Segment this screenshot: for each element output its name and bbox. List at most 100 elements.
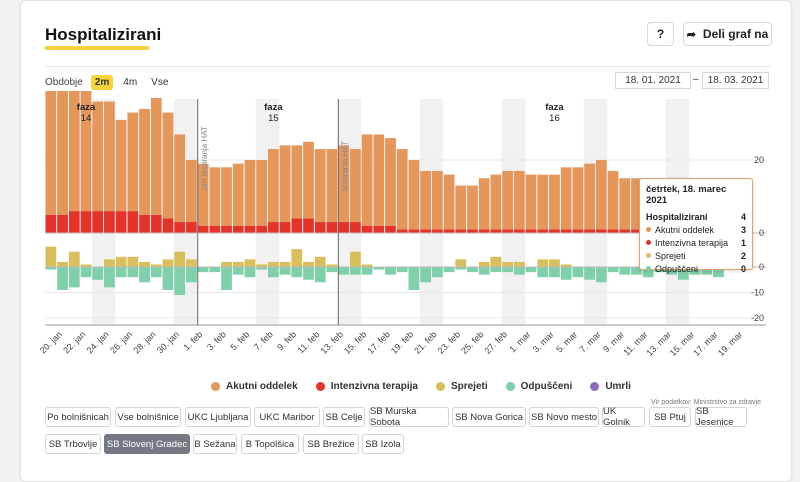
chart-legend: Akutni oddelek Intenzivna terapija Sprej… [211, 381, 649, 392]
filter-button[interactable]: SB Jesenice [695, 406, 747, 428]
filter-button[interactable]: SB Celje [323, 407, 365, 427]
date-from-input[interactable]: 18. 01. 2021 [615, 72, 691, 89]
filter-button[interactable]: SB Izola [362, 434, 404, 454]
tooltip-row-icu: Intenzivna terapija 1 [646, 236, 746, 249]
bar-odpuščeni [174, 267, 186, 296]
bar-akutni-oddelek [244, 160, 256, 226]
legend-item-admitted[interactable]: Sprejeti [435, 381, 488, 392]
bar-akutni-oddelek [537, 174, 549, 230]
bar-intenzivna-terapija [186, 222, 197, 233]
bar-odpuščeni [666, 267, 677, 275]
legend-swatch [435, 382, 445, 391]
bar-akutni-oddelek [560, 167, 572, 230]
bar-akutni-oddelek [303, 141, 314, 219]
bar-odpuščeni [420, 267, 432, 283]
x-tick-label: 30. jan [155, 329, 181, 355]
title-underline [45, 46, 149, 50]
filter-button[interactable]: Po bolnišnicah [45, 407, 111, 427]
legend-item-acute[interactable]: Akutni oddelek [211, 381, 298, 392]
bar-sprejeti [68, 251, 80, 267]
discharged-dot [646, 266, 651, 271]
bar-odpuščeni [314, 267, 326, 283]
bar-intenzivna-terapija [92, 211, 104, 233]
x-tick-label: 22. jan [61, 329, 87, 355]
bar-odpuščeni [443, 267, 455, 273]
bar-odpuščeni [267, 267, 279, 278]
filter-button[interactable]: SB Slovenj Gradec [104, 434, 190, 454]
bar-akutni-oddelek [104, 101, 115, 212]
legend-item-discharged[interactable]: Odpuščeni [505, 381, 572, 392]
bar-akutni-oddelek [267, 149, 279, 223]
x-tick-label: 24. jan [85, 329, 111, 355]
bar-akutni-oddelek [525, 174, 537, 230]
bar-akutni-oddelek [338, 145, 350, 223]
bar-intenzivna-terapija [607, 229, 619, 233]
bar-akutni-oddelek [584, 163, 595, 230]
bar-akutni-oddelek [607, 170, 619, 230]
bar-sprejeti [326, 264, 338, 267]
date-to-input[interactable]: 18. 03. 2021 [702, 72, 769, 89]
marker-label: zim testiranja HAT [200, 126, 209, 191]
bar-intenzivna-terapija [139, 214, 150, 233]
bar-odpuščeni [186, 267, 197, 283]
bar-intenzivna-terapija [525, 229, 537, 233]
period-2m-button[interactable]: 2m [90, 74, 114, 90]
legend-item-deceased[interactable]: Umrli [590, 381, 631, 392]
filter-button[interactable]: SB Ptuj [649, 407, 691, 427]
bar-akutni-oddelek [361, 134, 373, 226]
tooltip-row-acute: Akutni oddelek 3 [646, 223, 746, 236]
bar-sprejeti [221, 261, 232, 267]
bar-intenzivna-terapija [361, 225, 373, 233]
bar-odpuščeni [619, 267, 631, 275]
bar-intenzivna-terapija [584, 229, 595, 233]
filter-button[interactable]: UK Golnik [602, 406, 645, 428]
bar-odpuščeni [115, 267, 127, 278]
legend-label: Umrli [605, 381, 631, 392]
bar-intenzivna-terapija [244, 225, 256, 233]
legend-swatch [505, 382, 515, 391]
bar-odpuščeni [57, 267, 68, 290]
bar-intenzivna-terapija [560, 229, 572, 233]
filter-button[interactable]: B Sežana [193, 434, 237, 454]
bar-odpuščeni [127, 267, 139, 278]
bar-intenzivna-terapija [68, 211, 80, 233]
legend-item-icu[interactable]: Intenzivna terapija [315, 381, 418, 392]
tooltip-row-label: Intenzivna terapija [655, 237, 729, 248]
bar-akutni-oddelek [209, 167, 221, 226]
bar-akutni-oddelek [619, 178, 631, 230]
bar-intenzivna-terapija [396, 229, 408, 233]
bar-sprejeti [244, 259, 256, 267]
phase-number: 14 [81, 113, 92, 124]
filter-button[interactable]: B Topolšica [241, 434, 299, 454]
x-tick-label: 21. feb [412, 329, 439, 356]
bar-sprejeti [513, 261, 525, 267]
bar-akutni-oddelek [186, 160, 197, 223]
filter-button[interactable]: SB Trbovlje [45, 434, 101, 454]
bar-odpuščeni [595, 267, 607, 283]
bar-intenzivna-terapija [45, 214, 57, 233]
filter-button[interactable]: SB Novo mesto [529, 407, 599, 427]
filter-button[interactable]: UKC Maribor [254, 407, 320, 427]
bar-sprejeti [314, 256, 326, 267]
filter-button[interactable]: Vse bolnišnice [115, 407, 181, 427]
bar-odpuščeni [502, 267, 514, 273]
filter-button[interactable]: SB Murska Sobota [369, 406, 449, 428]
bar-odpuščeni [45, 267, 57, 270]
tooltip-row-value: 4 [740, 211, 746, 222]
share-button[interactable]: ➦ Deli graf na [683, 22, 772, 46]
period-all-button[interactable]: Vse [151, 76, 169, 88]
bar-intenzivna-terapija [174, 222, 186, 233]
y-tick-label: 0 [759, 228, 764, 238]
bar-sprejeti [150, 264, 162, 267]
bar-akutni-oddelek [139, 108, 150, 215]
bar-odpuščeni [349, 267, 361, 275]
filter-button[interactable]: UKC Ljubljana [185, 407, 251, 427]
bar-odpuščeni [607, 267, 619, 273]
period-4m-button[interactable]: 4m [123, 76, 138, 88]
bar-akutni-oddelek [467, 185, 478, 230]
x-tick-label: 20. jan [38, 329, 64, 355]
filter-button[interactable]: SB Nova Gorica [452, 407, 526, 427]
tooltip-row-label: Odpuščeni [655, 263, 699, 274]
help-button[interactable]: ? [647, 22, 674, 46]
filter-button[interactable]: SB Brežice [303, 434, 359, 454]
